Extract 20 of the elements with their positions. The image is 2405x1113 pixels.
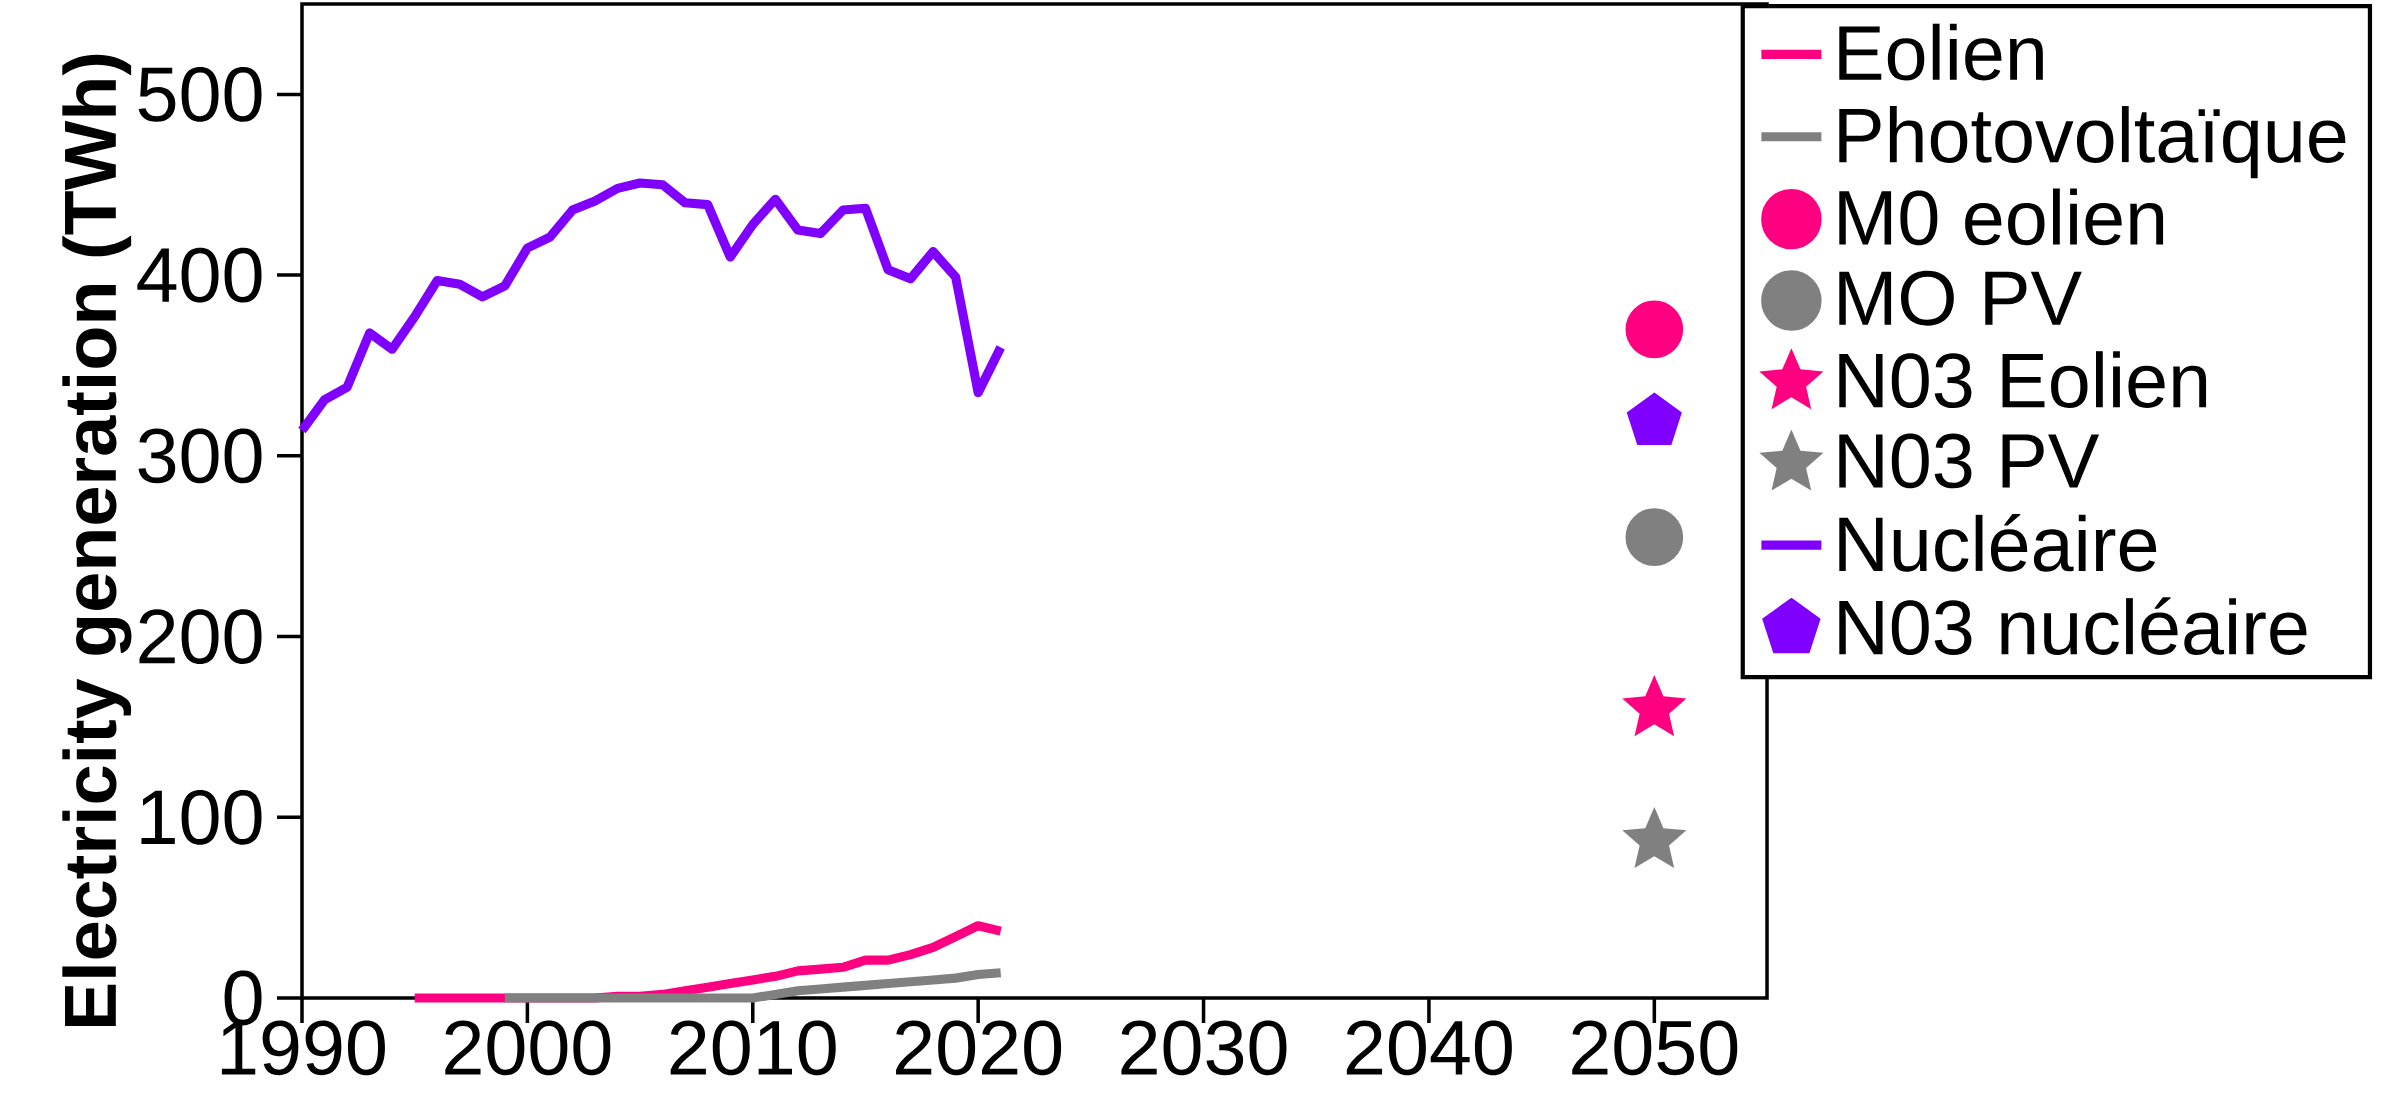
x-tick-label: 2020 [896, 1020, 1062, 1076]
x-tick-label: 2050 [1572, 1020, 1738, 1076]
x-tick-label: 2040 [1346, 1020, 1512, 1076]
y-tick-label: 100 [141, 789, 262, 845]
x-tick-label: 2000 [445, 1020, 611, 1076]
legend-label: Eolien [1839, 23, 2043, 81]
y-tick-label: 200 [139, 609, 262, 664]
y-tick-label: 500 [138, 66, 262, 122]
x-tick-label: 2010 [670, 1020, 836, 1076]
legend-label: N03 Eolien [1839, 351, 2207, 409]
legend-label: M0 eolien [1839, 188, 2164, 246]
legend-label: Nucléaire [1839, 513, 2157, 572]
legend-label: N03 nucléaire [1839, 597, 2307, 655]
legend-label: Photovoltaïque [1839, 106, 2346, 179]
y-tick-label: 300 [138, 428, 262, 484]
legend-label: MO PV [1839, 270, 2082, 326]
y-axis-title: Electricity generation (TWh) [62, 54, 132, 1027]
y-tick-label: 400 [137, 247, 262, 303]
x-tick-label: 2030 [1121, 1020, 1287, 1076]
legend-label: N03 PV [1839, 433, 2100, 489]
